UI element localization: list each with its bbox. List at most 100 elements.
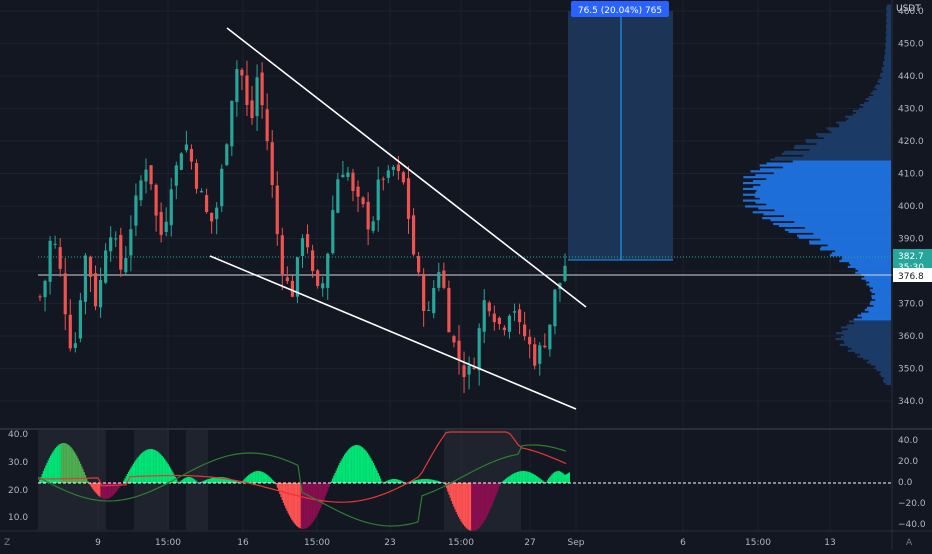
profile-bar <box>870 289 891 291</box>
profile-bar <box>886 12 891 14</box>
profile-bar <box>839 260 891 262</box>
histogram-bar <box>392 479 393 483</box>
profile-bar <box>779 225 891 227</box>
profile-bar <box>884 377 891 379</box>
histogram-bar <box>194 479 195 483</box>
histogram-bar <box>81 466 82 483</box>
profile-bar <box>887 10 891 12</box>
histogram-bar <box>549 477 550 483</box>
histogram-bar <box>422 479 423 483</box>
candle-body <box>548 324 551 349</box>
timezone-z-button[interactable]: Z <box>4 538 10 548</box>
oscillator-left-tick: 30.0 <box>8 458 28 468</box>
histogram-bar <box>374 465 375 483</box>
profile-bar <box>853 114 891 116</box>
profile-bar <box>870 92 891 94</box>
histogram-bar <box>465 483 466 528</box>
profile-bar <box>873 305 891 307</box>
profile-bar <box>874 86 891 88</box>
candle-body <box>296 258 299 297</box>
histogram-bar <box>528 472 529 483</box>
candle-body <box>377 180 380 221</box>
profile-bar <box>887 16 891 18</box>
profile-bar <box>862 278 891 280</box>
histogram-bar <box>552 474 553 483</box>
profile-bar <box>863 106 891 108</box>
histogram-bar <box>561 472 562 483</box>
profile-bar <box>841 336 891 338</box>
candle-body <box>508 316 511 332</box>
histogram-bar <box>153 450 154 483</box>
histogram-bar <box>487 483 488 515</box>
price-tick: 450.0 <box>898 40 924 50</box>
profile-bar <box>832 252 891 254</box>
histogram-bar <box>294 483 295 523</box>
histogram-bar <box>339 463 340 483</box>
candle-body <box>276 186 279 235</box>
profile-bar <box>751 170 891 172</box>
histogram-bar <box>530 473 531 483</box>
histogram-bar <box>386 481 387 483</box>
price-tick: 410.0 <box>898 170 924 180</box>
histogram-bar <box>456 483 457 512</box>
histogram-bar <box>332 478 333 483</box>
profile-bar <box>883 379 891 381</box>
histogram-bar <box>132 466 133 483</box>
candle-body <box>286 277 289 281</box>
profile-bar <box>844 340 891 342</box>
profile-bar <box>854 318 891 320</box>
profile-bar <box>849 320 891 322</box>
histogram-bar <box>213 478 214 483</box>
histogram-bar <box>116 483 117 491</box>
histogram-bar <box>513 473 514 483</box>
histogram-bar <box>452 483 453 504</box>
histogram-bar <box>318 483 319 513</box>
histogram-bar <box>247 476 248 483</box>
histogram-bar <box>142 452 143 483</box>
profile-bar <box>753 211 891 213</box>
profile-bar <box>847 324 891 326</box>
auto-scale-button[interactable]: A <box>906 538 913 548</box>
histogram-bar <box>164 459 165 483</box>
histogram-bar <box>441 482 442 483</box>
candle-body <box>59 247 62 269</box>
histogram-bar <box>288 483 289 513</box>
target-zone[interactable]: 76.5 (20.04%) 765 <box>568 1 673 260</box>
candle-body <box>180 153 183 169</box>
profile-bar <box>870 301 891 303</box>
profile-bar <box>848 350 891 352</box>
histogram-bar <box>84 472 85 483</box>
profile-bar <box>877 369 891 371</box>
histogram-bar <box>325 483 326 496</box>
profile-bar <box>743 176 891 178</box>
profile-bar <box>877 88 891 90</box>
histogram-bar <box>267 475 268 483</box>
profile-bar <box>886 47 891 49</box>
histogram-bar <box>560 472 561 483</box>
histogram-bar <box>340 461 341 483</box>
profile-bar <box>743 182 891 184</box>
candle-body <box>48 241 51 282</box>
histogram-bar <box>187 477 188 483</box>
histogram-bar <box>188 477 189 483</box>
histogram-bar <box>343 456 344 483</box>
candle-body <box>311 250 314 271</box>
profile-bar <box>869 285 891 287</box>
profile-bar <box>760 198 891 200</box>
histogram-bar <box>152 449 153 483</box>
histogram-bar <box>145 450 146 483</box>
profile-bar <box>803 155 891 157</box>
histogram-bar <box>320 483 321 508</box>
histogram-bar <box>556 471 557 483</box>
histogram-bar <box>510 476 511 483</box>
histogram-bar <box>523 471 524 483</box>
price-tick: 390.0 <box>898 235 924 245</box>
oscillator-right-tick: −20.0 <box>898 499 926 509</box>
candle-body <box>306 234 309 247</box>
histogram-bar <box>67 444 68 483</box>
histogram-bar <box>85 475 86 483</box>
candle-body <box>38 296 41 297</box>
candle-body <box>190 149 193 162</box>
histogram-bar <box>517 472 518 483</box>
